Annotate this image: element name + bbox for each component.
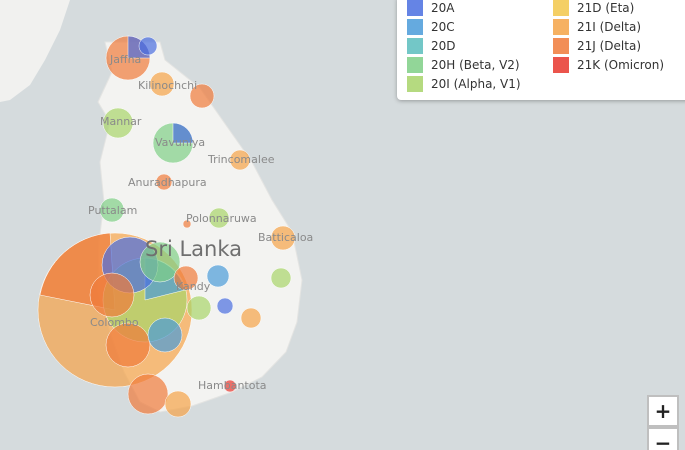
- legend-label: 20I (Alpha, V1): [431, 77, 521, 91]
- country-label: Sri Lanka: [145, 237, 242, 261]
- place-label: Trincomalee: [207, 153, 275, 166]
- legend-item: 20C: [407, 19, 455, 35]
- legend-item: 21K (Omicron): [553, 57, 664, 73]
- legend-label: 21J (Delta): [577, 39, 642, 53]
- legend-label: 20C: [431, 20, 455, 34]
- place-label: Hambantota: [198, 379, 267, 392]
- place-label: Puttalam: [88, 204, 137, 217]
- legend-swatch: [553, 19, 569, 35]
- legend-swatch: [407, 76, 423, 92]
- legend-swatch: [407, 0, 423, 16]
- legend-label: 20A: [431, 1, 455, 15]
- legend-label: 21I (Delta): [577, 20, 642, 34]
- legend-item: 20D: [407, 38, 456, 54]
- place-label: Polonnaruwa: [186, 212, 257, 225]
- legend-swatch: [553, 38, 569, 54]
- legend-label: 20D: [431, 39, 456, 53]
- legend: 20A 20C 20D 20H (Beta, V2) 20I (Alpha, V1) 21…: [397, 0, 685, 100]
- legend-swatch: [553, 57, 569, 73]
- place-label: Mannar: [100, 115, 142, 128]
- place-label: Kilinochchi: [138, 79, 197, 92]
- legend-item: 20A: [407, 0, 454, 16]
- place-label: Vavuniya: [155, 136, 205, 149]
- legend-swatch: [407, 38, 423, 54]
- place-label: Anuradhapura: [128, 176, 207, 189]
- place-label: Jaffna: [109, 53, 141, 66]
- legend-label: 21D (Eta): [577, 1, 635, 15]
- legend-swatch: [407, 57, 423, 73]
- legend-swatch: [553, 0, 569, 16]
- legend-label: 21K (Omicron): [577, 58, 664, 72]
- place-label: Colombo: [90, 316, 139, 329]
- legend-item: 21I (Delta): [553, 19, 641, 35]
- legend-label: 20H (Beta, V2): [431, 58, 520, 72]
- place-label: Kandy: [176, 280, 211, 293]
- pie-markers: [37, 35, 296, 418]
- legend-swatch: [407, 19, 423, 35]
- zoom-in[interactable]: +: [647, 395, 679, 427]
- place-label: Batticaloa: [258, 231, 313, 244]
- legend-item: 20H (Beta, V2): [407, 57, 520, 73]
- legend-item: 21J (Delta): [553, 38, 641, 54]
- mainland: [0, 0, 70, 102]
- legend-item: 20I (Alpha, V1): [407, 76, 521, 92]
- legend-item: 21D (Eta): [553, 0, 634, 16]
- zoom-out[interactable]: −: [647, 427, 679, 450]
